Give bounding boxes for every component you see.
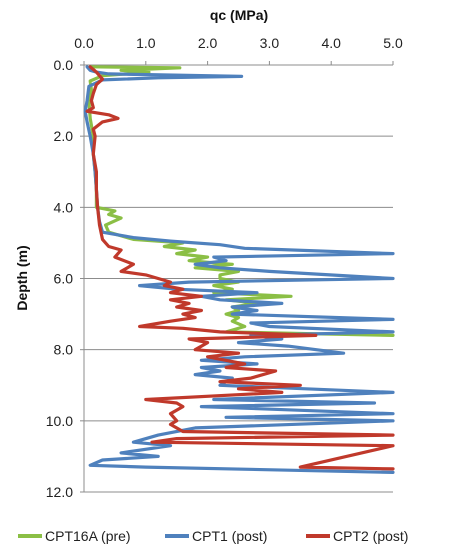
y-axis-title: Depth (m) bbox=[14, 245, 30, 310]
x-tick-label: 4.0 bbox=[321, 35, 341, 51]
legend-item-1: CPT16A (pre) bbox=[18, 528, 131, 544]
y-tick-label: 12.0 bbox=[46, 484, 73, 500]
series-line-3 bbox=[85, 65, 395, 471]
x-tick-label: 3.0 bbox=[260, 35, 280, 51]
x-tick-label: 0.0 bbox=[74, 35, 94, 51]
y-tick-label: 4.0 bbox=[54, 199, 74, 215]
y-tick-label: 8.0 bbox=[54, 342, 74, 358]
grid-lines bbox=[84, 135, 393, 493]
legend-label: CPT1 (post) bbox=[192, 528, 267, 544]
tick-labels: 0.0 1.0 2.0 3.0 4.0 5.0 0.0 2.0 4.0 6.0 8.0 10.0 12.… bbox=[46, 35, 403, 500]
y-tick-label: 10.0 bbox=[46, 413, 73, 429]
legend-label: CPT16A (pre) bbox=[45, 528, 131, 544]
legend: CPT16A (pre) CPT1 (post) CPT2 (post) bbox=[18, 528, 408, 544]
x-tick-label: 5.0 bbox=[383, 35, 403, 51]
series-group bbox=[83, 65, 395, 474]
y-tick-label: 6.0 bbox=[54, 271, 74, 287]
legend-label: CPT2 (post) bbox=[333, 528, 408, 544]
x-axis-title: qc (MPa) bbox=[210, 7, 268, 23]
legend-item-2: CPT1 (post) bbox=[165, 528, 267, 544]
x-tick-label: 2.0 bbox=[198, 35, 218, 51]
y-tick-label: 2.0 bbox=[54, 128, 74, 144]
y-tick-label: 0.0 bbox=[54, 57, 74, 73]
legend-item-3: CPT2 (post) bbox=[306, 528, 408, 544]
x-tick-label: 1.0 bbox=[136, 35, 156, 51]
axes bbox=[80, 61, 394, 493]
